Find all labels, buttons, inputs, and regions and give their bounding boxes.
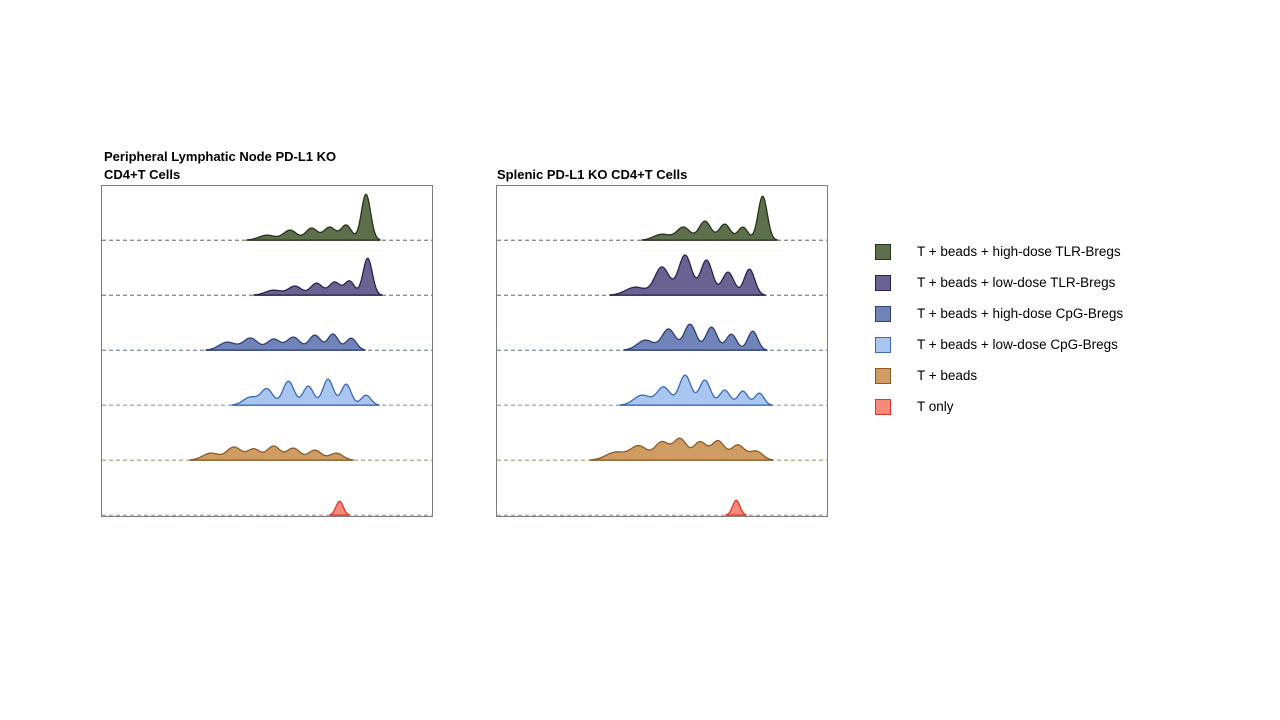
legend-label: T only (917, 399, 954, 414)
legend-swatch-t-beads-icon (875, 367, 891, 384)
legend-swatch-high-dose-tlr-bregs-icon (875, 243, 891, 260)
panel-title-left: Peripheral Lymphatic Node PD-L1 KO CD4+T… (104, 148, 336, 184)
legend-label: T + beads + low-dose CpG-Bregs (917, 337, 1118, 352)
legend-item: T + beads + high-dose CpG-Bregs (875, 298, 1123, 329)
legend-item: T + beads + low-dose TLR-Bregs (875, 267, 1123, 298)
legend-swatch-high-dose-cpg-bregs-icon (875, 305, 891, 322)
panel-title-left-line2: CD4+T Cells (104, 167, 181, 182)
legend-item: T + beads + high-dose TLR-Bregs (875, 236, 1123, 267)
legend-label: T + beads + low-dose TLR-Bregs (917, 275, 1116, 290)
legend-swatch-t-only-icon (875, 398, 891, 415)
histogram-panel-right (496, 185, 828, 517)
legend-label: T + beads + high-dose CpG-Bregs (917, 306, 1124, 321)
histogram-panel-left (101, 185, 433, 517)
panel-title-right: Splenic PD-L1 KO CD4+T Cells (497, 167, 688, 182)
histogram-svg-left (102, 193, 432, 516)
histogram-svg-right (497, 195, 827, 516)
legend-label: T + beads + high-dose TLR-Bregs (917, 244, 1121, 259)
legend: T + beads + high-dose TLR-Bregs T + bead… (875, 236, 1123, 422)
legend-item: T + beads + low-dose CpG-Bregs (875, 329, 1123, 360)
legend-swatch-low-dose-tlr-bregs-icon (875, 274, 891, 291)
legend-item: T + beads (875, 360, 1123, 391)
panel-title-left-line1: Peripheral Lymphatic Node PD-L1 KO (104, 149, 337, 164)
legend-label: T + beads (917, 368, 978, 383)
legend-item: T only (875, 391, 1123, 422)
legend-swatch-low-dose-cpg-bregs-icon (875, 336, 891, 353)
